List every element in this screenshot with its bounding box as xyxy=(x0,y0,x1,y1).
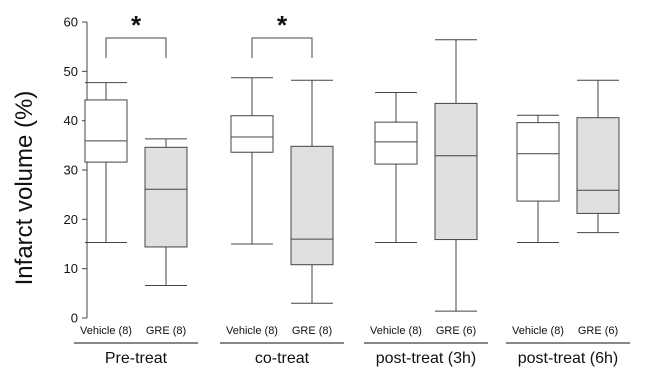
iqr-box xyxy=(516,122,560,202)
bracket-line xyxy=(105,37,167,58)
box-vehicle xyxy=(230,77,274,245)
group-label: post-treat (3h) xyxy=(376,350,476,367)
category-label: GRE (8) xyxy=(146,325,186,337)
significance-annotations: * * xyxy=(105,10,313,58)
significance-bracket: * xyxy=(105,10,167,58)
y-tick-label: 0 xyxy=(71,311,78,326)
y-tick-label: 10 xyxy=(64,261,78,276)
category-label: GRE (6) xyxy=(436,325,476,337)
significance-bracket: * xyxy=(251,10,313,58)
box-vehicle xyxy=(374,92,418,244)
category-label: GRE (8) xyxy=(292,325,332,337)
box-series xyxy=(84,39,620,312)
box-gre xyxy=(434,39,478,312)
y-tick-label: 60 xyxy=(64,15,78,30)
significance-star: * xyxy=(277,10,288,40)
y-tick-label: 20 xyxy=(64,212,78,227)
y-tick-label: 30 xyxy=(64,163,78,178)
category-label: Vehicle (8) xyxy=(512,325,564,337)
category-label: Vehicle (8) xyxy=(226,325,278,337)
y-axis: 0 10 20 30 40 50 60 xyxy=(64,15,88,326)
iqr-box xyxy=(290,145,334,266)
iqr-box xyxy=(84,99,128,163)
iqr-box xyxy=(144,146,188,248)
y-tick-label: 50 xyxy=(64,64,78,79)
category-label: Vehicle (8) xyxy=(80,325,132,337)
y-axis-label: Infarct volume (%) xyxy=(11,91,38,286)
category-label: GRE (6) xyxy=(578,325,618,337)
category-label: Vehicle (8) xyxy=(370,325,422,337)
significance-star: * xyxy=(131,10,142,40)
bracket-line xyxy=(251,37,313,58)
y-tick-label: 40 xyxy=(64,113,78,128)
box-vehicle xyxy=(516,114,560,244)
box-gre xyxy=(290,79,334,304)
iqr-box xyxy=(230,115,274,153)
iqr-box xyxy=(374,121,418,165)
x-axis-labels: Vehicle (8) GRE (8) Pre-treat Vehicle (8) GR… xyxy=(74,325,630,367)
group-label: Pre-treat xyxy=(105,350,168,367)
iqr-box xyxy=(576,117,620,214)
box-vehicle xyxy=(84,82,128,244)
box-gre xyxy=(144,138,188,286)
box-gre xyxy=(576,79,620,234)
iqr-box xyxy=(434,102,478,241)
group-label: co-treat xyxy=(255,350,310,367)
group-label: post-treat (6h) xyxy=(518,350,618,367)
